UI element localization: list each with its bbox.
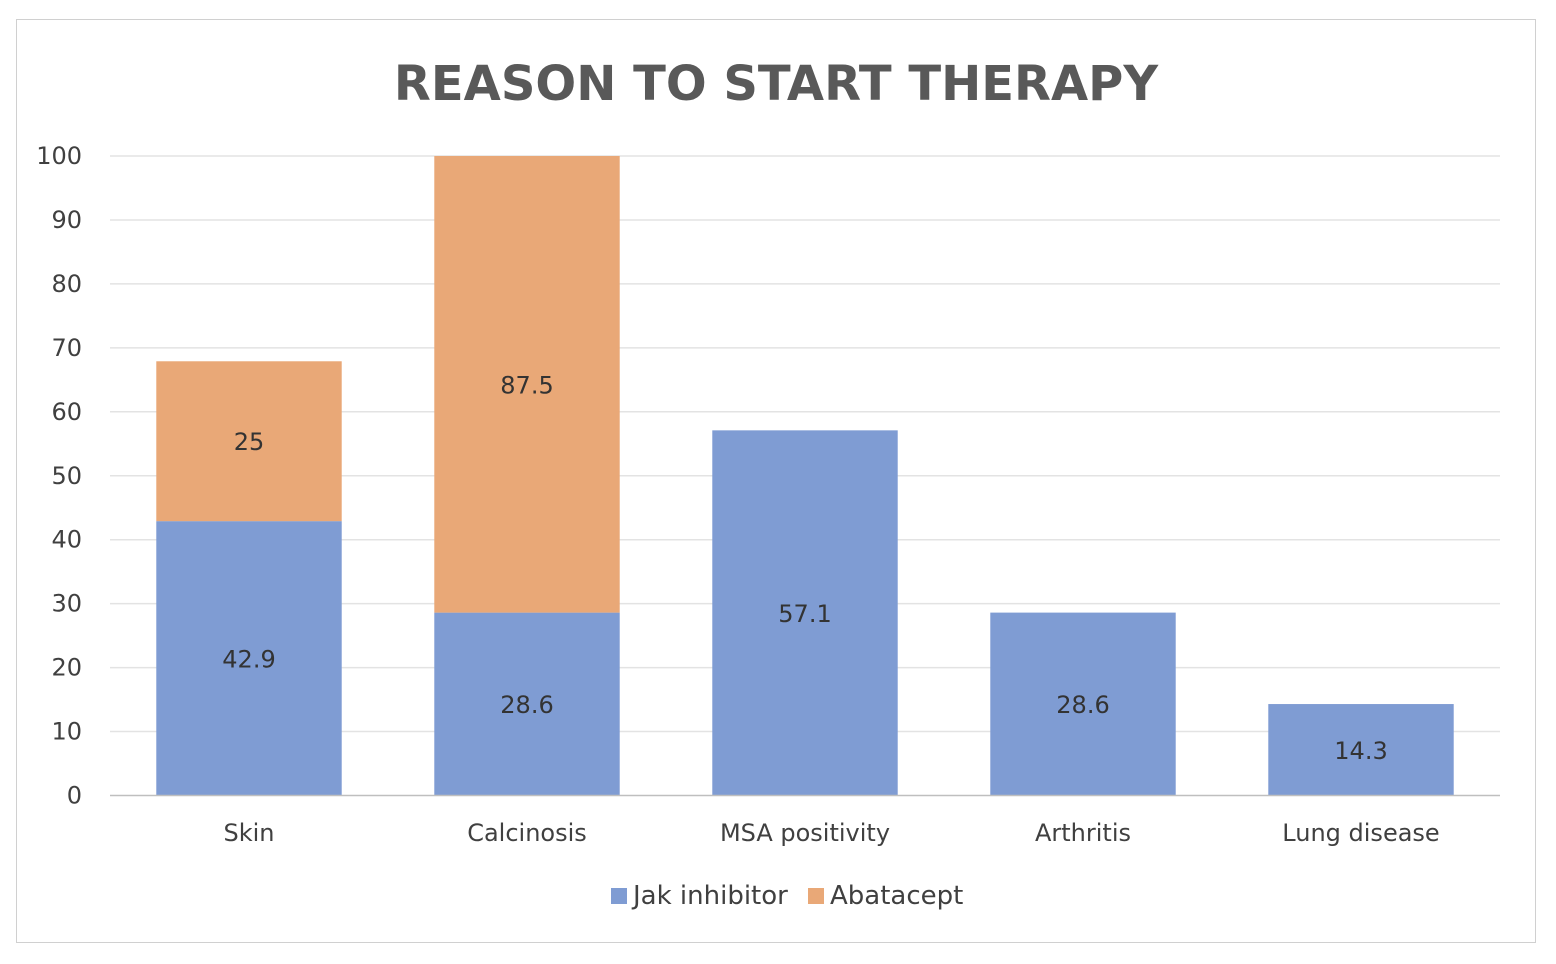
data-label: 25 (234, 428, 265, 456)
legend-label: Abatacept (830, 881, 963, 911)
data-label: 87.5 (500, 371, 553, 399)
y-tick-label: 70 (51, 334, 82, 362)
y-tick-label: 0 (67, 782, 82, 810)
x-category-label: Lung disease (1282, 819, 1439, 847)
data-label: 57.1 (778, 600, 831, 628)
y-tick-label: 60 (51, 398, 82, 426)
legend: Jak inhibitor Abatacept (611, 881, 963, 911)
legend-label: Jak inhibitor (631, 881, 788, 911)
data-label: 28.6 (1056, 691, 1109, 719)
bars (156, 156, 1454, 796)
y-tick-label: 90 (51, 206, 82, 234)
x-category-label: Skin (223, 819, 274, 847)
data-label: 42.9 (222, 645, 275, 673)
y-tick-label: 50 (51, 462, 82, 490)
bar-jak-inhibitor (156, 521, 342, 796)
bar-jak-inhibitor (434, 612, 620, 796)
chart-title: REASON TO START THERAPY (394, 56, 1159, 112)
legend-swatch (611, 888, 627, 904)
y-axis-ticks: 0 10 20 30 40 50 60 70 80 90 100 (36, 142, 82, 810)
y-tick-label: 100 (36, 142, 82, 170)
data-label: 28.6 (500, 691, 553, 719)
x-axis: Skin Calcinosis MSA positivity Arthritis Lun… (110, 794, 1500, 847)
y-tick-label: 20 (51, 654, 82, 682)
legend-swatch (808, 888, 824, 904)
bar-jak-inhibitor (1268, 704, 1454, 796)
y-tick-label: 40 (51, 526, 82, 554)
bar-abatacept (156, 361, 342, 522)
bar-jak-inhibitor (990, 612, 1176, 796)
x-category-label: Arthritis (1035, 819, 1131, 847)
data-label: 14.3 (1334, 737, 1387, 765)
bar-jak-inhibitor (712, 430, 898, 796)
y-tick-label: 10 (51, 718, 82, 746)
data-labels: 42.9 25 28.6 87.5 57.1 28.6 14.3 (222, 371, 1387, 764)
y-tick-label: 30 (51, 590, 82, 618)
y-tick-label: 80 (51, 270, 82, 298)
bar-abatacept (434, 156, 620, 613)
x-category-label: Calcinosis (467, 819, 587, 847)
x-category-label: MSA positivity (720, 819, 890, 847)
